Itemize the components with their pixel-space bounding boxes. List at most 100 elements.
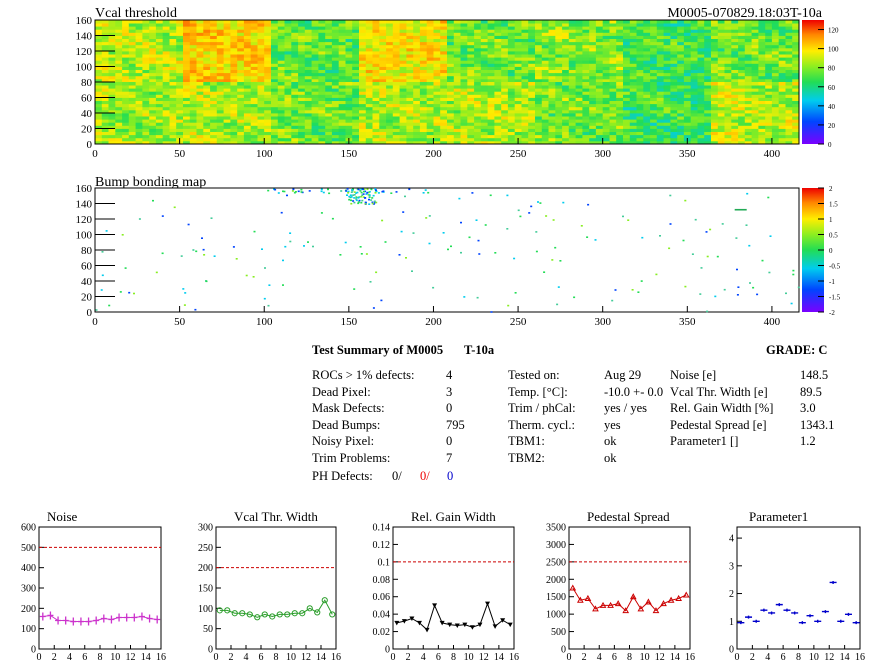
vcal-cell — [663, 125, 671, 129]
vcal-cell — [101, 100, 109, 105]
vcal-cell — [792, 60, 800, 64]
vcal-cell — [751, 131, 759, 136]
vcal-cell — [237, 100, 245, 105]
vcal-cell — [379, 29, 387, 33]
y-tick-label: 0.08 — [373, 575, 391, 586]
vcal-cell — [189, 125, 197, 129]
vcal-cell — [359, 32, 367, 36]
vcal-cell — [189, 63, 197, 67]
vcal-cell — [778, 63, 786, 67]
vcal-cell — [277, 75, 285, 80]
vcal-cell — [528, 140, 536, 145]
vcal-cell — [595, 103, 604, 108]
vcal-cell — [656, 134, 664, 139]
vcal-cell — [426, 82, 434, 86]
vcal-cell — [602, 125, 610, 129]
vcal-cell — [582, 128, 590, 132]
vcal-cell — [135, 60, 143, 64]
vcal-cell — [331, 116, 340, 120]
bump-dot — [737, 286, 740, 288]
vcal-cell — [142, 69, 150, 74]
vcal-cell — [697, 60, 705, 64]
vcal-cell — [650, 131, 658, 136]
vcal-cell — [744, 128, 752, 132]
bump-dot — [121, 234, 124, 236]
vcal-cell — [738, 128, 746, 132]
vcal-cell — [203, 88, 211, 92]
vcal-cell — [629, 66, 637, 70]
vcal-cell — [318, 20, 326, 24]
vcal-cell — [284, 134, 292, 139]
vcal-cell — [135, 66, 143, 70]
x-tick-label: 16 — [685, 652, 695, 663]
vcal-cell — [792, 41, 800, 46]
vcal-cell — [155, 97, 164, 101]
vcal-cell — [128, 29, 136, 33]
vcal-cell — [419, 44, 428, 49]
vcal-cell — [372, 113, 380, 117]
bump-dot — [350, 202, 353, 205]
vcal-cell — [189, 113, 197, 117]
vcal-cell — [399, 97, 407, 101]
vcal-cell — [318, 116, 326, 120]
vcal-cell — [183, 63, 191, 67]
vcal-cell — [399, 94, 407, 98]
vcal-cell — [386, 91, 394, 95]
vcal-cell — [318, 26, 326, 30]
vcal-cell — [521, 134, 529, 139]
vcal-cell — [656, 82, 664, 86]
vcal-cell — [690, 75, 698, 80]
vcal-cell — [487, 100, 495, 105]
vcal-cell — [711, 63, 719, 67]
vcal-cell — [535, 72, 543, 77]
data-point — [660, 600, 667, 607]
vcal-cell — [189, 23, 197, 27]
vcal-cell — [683, 75, 692, 80]
vcal-cell — [108, 35, 116, 39]
vcal-cell — [230, 60, 238, 64]
vcal-cell — [196, 94, 204, 98]
vcal-cell — [711, 60, 719, 64]
y-tick-label: 200 — [21, 604, 36, 615]
vcal-cell — [460, 72, 468, 77]
vcal-cell — [345, 35, 353, 39]
vcal-cell — [413, 94, 421, 98]
vcal-cell — [778, 72, 786, 77]
vcal-cell — [474, 88, 482, 92]
vcal-cell — [304, 51, 312, 55]
vcal-cell — [778, 41, 786, 46]
vcal-cell — [223, 29, 231, 33]
vcal-cell — [419, 119, 428, 123]
vcal-cell — [724, 54, 732, 58]
vcal-cell — [582, 75, 590, 80]
vcal-cell — [474, 78, 482, 83]
vcal-cell — [271, 63, 279, 67]
vcal-cell — [149, 66, 157, 70]
vcal-cell — [656, 60, 664, 64]
vcal-cell — [731, 100, 739, 105]
vcal-cell — [474, 35, 482, 39]
vcal-cell — [176, 51, 184, 55]
bump-dot — [252, 276, 255, 278]
vcal-cell — [501, 119, 509, 123]
vcal-cell — [751, 106, 759, 111]
data-point — [231, 610, 238, 617]
vcal-cell — [541, 44, 549, 49]
vcal-cell — [616, 41, 624, 46]
vcal-cell — [169, 51, 177, 55]
vcal-cell — [582, 122, 590, 126]
vcal-cell — [284, 57, 292, 61]
vcal-cell — [548, 60, 556, 64]
vcal-cell — [372, 32, 380, 36]
bump-dot — [355, 196, 358, 198]
vcal-cell — [792, 57, 800, 61]
vcal-cell — [704, 94, 712, 98]
vcal-cell — [555, 88, 563, 92]
vcal-cell — [717, 23, 725, 27]
vcal-cell — [440, 97, 448, 101]
vcal-cell — [95, 29, 103, 33]
vcal-cell — [453, 51, 461, 55]
vcal-cell — [331, 51, 340, 55]
vcal-cell — [257, 72, 265, 77]
vcal-cell — [365, 128, 373, 132]
